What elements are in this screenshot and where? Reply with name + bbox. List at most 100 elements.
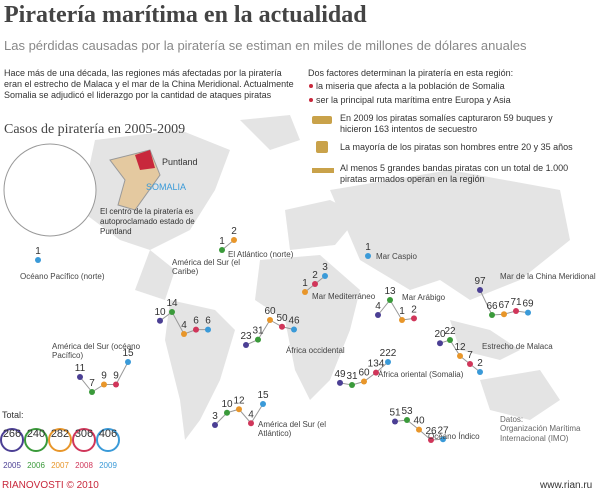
region-dot	[513, 307, 519, 314]
region-value: 22	[444, 326, 456, 337]
region-dot	[375, 312, 381, 318]
region-dot	[219, 247, 225, 253]
region-name: Mar Arábigo	[402, 293, 446, 302]
region-value: 15	[257, 390, 269, 401]
region-dot	[89, 389, 95, 395]
region-dot	[322, 273, 328, 279]
factor: la miseria que afecta a la población de …	[316, 81, 505, 91]
region-dot	[291, 326, 297, 333]
region-value: 13	[384, 286, 396, 297]
region-value: 7	[467, 350, 473, 361]
region-dot	[302, 289, 308, 295]
region-value: 9	[101, 371, 107, 382]
total-ring	[24, 428, 48, 452]
total-value: 266	[3, 428, 21, 440]
region-dot	[385, 359, 391, 365]
region-value: 12	[233, 395, 245, 406]
region-value: 71	[510, 297, 522, 308]
region-value: 9	[113, 371, 119, 382]
region-dot	[231, 237, 237, 243]
region-name: África occidental	[286, 346, 345, 355]
region-dot	[181, 331, 187, 337]
region-value: 2	[477, 358, 483, 369]
region-value: 66	[486, 301, 498, 312]
region-name: Mar Caspio	[376, 252, 417, 261]
region-dot	[387, 297, 393, 303]
region-value: 3	[322, 262, 328, 273]
footer-brand: RIANOVOSTI © 2010	[2, 480, 99, 491]
region-value: 1	[219, 236, 225, 247]
region-value: 4	[181, 320, 187, 331]
region-dot	[248, 420, 254, 427]
region-value: 26	[425, 426, 437, 437]
stat: La mayoría de los piratas son hombres en…	[340, 142, 573, 152]
source: Organización Marítima Internacional (IMO…	[500, 424, 581, 443]
subtitle: Las pérdidas causadas por la piratería s…	[4, 38, 527, 53]
region-name: Mar de la China Meridional	[500, 272, 596, 281]
region-value: 60	[358, 368, 370, 379]
region-dot	[157, 317, 163, 324]
region-value: 1	[365, 242, 371, 253]
region-value: 49	[334, 369, 346, 380]
region-dot	[113, 381, 119, 388]
region-value: 1	[399, 306, 405, 317]
region-name: Océano Índico	[428, 432, 480, 441]
region-dot	[236, 406, 242, 413]
total-ring	[48, 428, 72, 452]
region-dot	[373, 369, 379, 376]
region-dot	[457, 353, 463, 359]
region-dot	[349, 382, 355, 388]
intro: Hace más de una década, las regiones más…	[4, 68, 294, 100]
inset	[3, 143, 161, 237]
region-name: Océano Pacífico (norte)	[20, 272, 105, 281]
region-dot	[205, 326, 211, 333]
total-ring	[0, 428, 24, 452]
stat: En 2009 los piratas somalíes capturaron …	[340, 113, 553, 134]
region-value: 6	[205, 316, 211, 327]
region-value: 11	[75, 363, 86, 374]
region-dot	[437, 340, 443, 347]
region-value: 14	[166, 298, 178, 309]
region-dot	[447, 337, 453, 343]
region-value: 10	[221, 399, 233, 410]
region-dot	[312, 281, 318, 287]
region-value: 2	[312, 270, 318, 281]
region-dot	[35, 257, 41, 263]
region-value: 2	[411, 304, 417, 315]
region-dot	[212, 422, 218, 428]
total-value: 282	[51, 428, 69, 440]
region-value: 50	[276, 313, 288, 324]
region-dot	[169, 309, 175, 315]
inset-caption: El centro de la piratería es autoproclam…	[100, 207, 195, 236]
region-value: 1	[35, 246, 41, 257]
region-name: América del Sur (el Caribe)	[172, 258, 241, 276]
region-name: Estrecho de Malaca	[482, 342, 553, 351]
region-value: 7	[89, 378, 95, 389]
region-dot	[489, 312, 495, 318]
factors-title: Dos factores determinan la piratería en …	[308, 68, 514, 78]
region-dot	[392, 418, 398, 425]
region-dot	[404, 417, 410, 423]
region-value: 23	[240, 331, 252, 342]
region-value: 51	[389, 407, 401, 418]
region-dot	[337, 379, 343, 386]
region-name: Mar Mediterráneo	[312, 292, 376, 301]
region-dot	[361, 378, 367, 385]
region-dot	[125, 359, 131, 365]
continents	[80, 115, 570, 440]
region-value: 69	[522, 299, 534, 310]
total-value: 406	[99, 428, 117, 440]
region-value: 3	[212, 411, 218, 422]
factor: ser la principal ruta marítima entre Eur…	[316, 95, 511, 105]
region-value: 97	[474, 276, 486, 287]
region-name: América del Sur (el Atlántico)	[258, 420, 327, 438]
total-ring	[96, 428, 120, 452]
region-dot	[428, 437, 434, 443]
region-value: 20	[434, 329, 446, 340]
region-value: 31	[346, 371, 358, 382]
region-dot	[255, 336, 261, 343]
stat: Al menos 5 grandes bandas piratas con un…	[340, 163, 569, 184]
region-dot	[477, 369, 483, 375]
total-year: 2005	[3, 461, 21, 470]
